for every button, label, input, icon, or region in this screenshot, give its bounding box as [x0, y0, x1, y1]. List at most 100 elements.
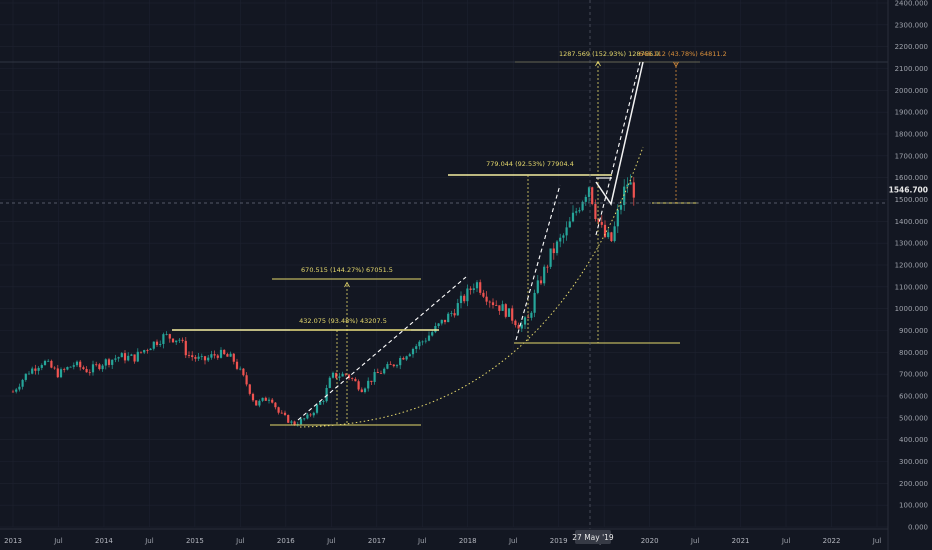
- price-axis[interactable]: 2400.000 2300.000 2200.000 2100.000 2000.000…: [887, 0, 928, 550]
- candle-body: [360, 389, 363, 393]
- candle-body: [431, 332, 434, 336]
- candle-body: [456, 303, 459, 316]
- candle-body: [168, 334, 171, 339]
- candle-body: [226, 354, 229, 357]
- candle-body: [143, 350, 146, 353]
- candle-body: [568, 221, 571, 228]
- candle-body: [357, 381, 360, 390]
- candle-body: [517, 325, 520, 329]
- candle-body: [117, 357, 120, 359]
- candle-body: [309, 414, 312, 416]
- cursor-date-tag: 27 May '19: [572, 530, 614, 544]
- time-axis[interactable]: 2013 Jul 2014 Jul 2015 Jul 2016 Jul 2017 Jul 2018 J…: [0, 528, 888, 545]
- candle-body: [543, 266, 546, 284]
- candle-body: [623, 186, 626, 206]
- candle-body: [424, 340, 427, 342]
- candle-body: [392, 364, 395, 367]
- candle-body: [322, 401, 325, 402]
- candle-body: [271, 399, 274, 403]
- candle-body: [264, 397, 267, 401]
- arrow-head-5: [673, 61, 679, 68]
- candle-body: [555, 241, 559, 254]
- candle-body: [101, 365, 104, 370]
- candle-body: [421, 341, 424, 343]
- candle-body: [367, 380, 370, 389]
- candle-body: [303, 418, 306, 420]
- candle-body: [187, 355, 191, 356]
- candle-body: [111, 359, 114, 365]
- candle-body: [91, 364, 95, 373]
- candle-body: [603, 224, 607, 238]
- svg-text:1546.700: 1546.700: [889, 186, 928, 195]
- price-tick-label: 500.000: [899, 414, 928, 422]
- candle-body: [411, 348, 415, 355]
- price-tick-label: 1900.000: [895, 109, 928, 117]
- candle-body: [191, 355, 194, 358]
- drawing-layer: [0, 0, 888, 529]
- candle-body: [24, 373, 27, 380]
- candle-body: [607, 232, 610, 238]
- candle-body: [120, 353, 123, 358]
- candle-body: [405, 356, 408, 360]
- time-tick-label: Jul: [872, 537, 882, 545]
- candle-body: [229, 353, 232, 357]
- candle-body: [459, 295, 463, 304]
- candle-body: [469, 288, 472, 290]
- candle-body: [290, 421, 293, 423]
- candle-body: [536, 280, 539, 293]
- candle-body: [245, 375, 248, 385]
- time-tick-label: Jul: [508, 537, 518, 545]
- candle-body: [610, 232, 613, 242]
- candle-body: [395, 365, 399, 367]
- price-tick-label: 800.000: [899, 349, 928, 357]
- candle-body: [533, 292, 536, 313]
- candle-body: [511, 308, 514, 321]
- candle-body: [507, 308, 511, 317]
- candle-body: [261, 397, 264, 401]
- time-tick-label: 2019: [550, 537, 568, 545]
- arrow-head-1: [344, 281, 350, 288]
- candle-body: [434, 326, 437, 333]
- candle-body: [594, 203, 597, 220]
- dashed-trend-2016: [297, 276, 467, 421]
- candle-body: [328, 377, 331, 388]
- candle-body: [194, 357, 197, 359]
- candle-body: [207, 357, 210, 361]
- candle-series: [11, 174, 635, 427]
- candle-body: [347, 374, 351, 379]
- candle-body: [312, 412, 315, 416]
- candle-body: [47, 360, 50, 362]
- candle-body: [15, 389, 18, 392]
- candle-body: [354, 378, 357, 382]
- candle-body: [123, 353, 127, 361]
- candle-body: [216, 355, 219, 358]
- measure-label-2: 432.075 (93.48%) 43207.5: [299, 317, 387, 325]
- candle-body: [389, 364, 392, 365]
- candle-body: [466, 288, 469, 302]
- price-tick-label: 1000.000: [895, 305, 928, 313]
- time-tick-label: Jul: [690, 537, 700, 545]
- candle-body: [338, 376, 341, 378]
- candle-body: [162, 334, 165, 344]
- candle-body: [72, 365, 75, 367]
- candle-body: [232, 353, 235, 362]
- time-tick-label: Jul: [235, 537, 245, 545]
- candle-body: [335, 372, 338, 378]
- candle-body: [501, 304, 504, 311]
- price-tick-label: 2300.000: [895, 21, 928, 29]
- measure-label-4: 1287.569 (152.93%) 128756.9: [559, 50, 659, 58]
- candle-body: [504, 304, 507, 317]
- candle-body: [581, 201, 584, 211]
- price-tick-label: 700.000: [899, 371, 928, 379]
- candle-body: [562, 235, 565, 238]
- candle-body: [575, 211, 578, 213]
- candle-body: [418, 341, 421, 347]
- candle-body: [475, 282, 479, 289]
- time-tick-label: Jul: [781, 537, 791, 545]
- candle-body: [399, 357, 402, 366]
- candle-body: [18, 386, 21, 390]
- price-tick-label: 400.000: [899, 436, 928, 444]
- candle-body: [171, 338, 175, 343]
- candle-body: [200, 356, 203, 358]
